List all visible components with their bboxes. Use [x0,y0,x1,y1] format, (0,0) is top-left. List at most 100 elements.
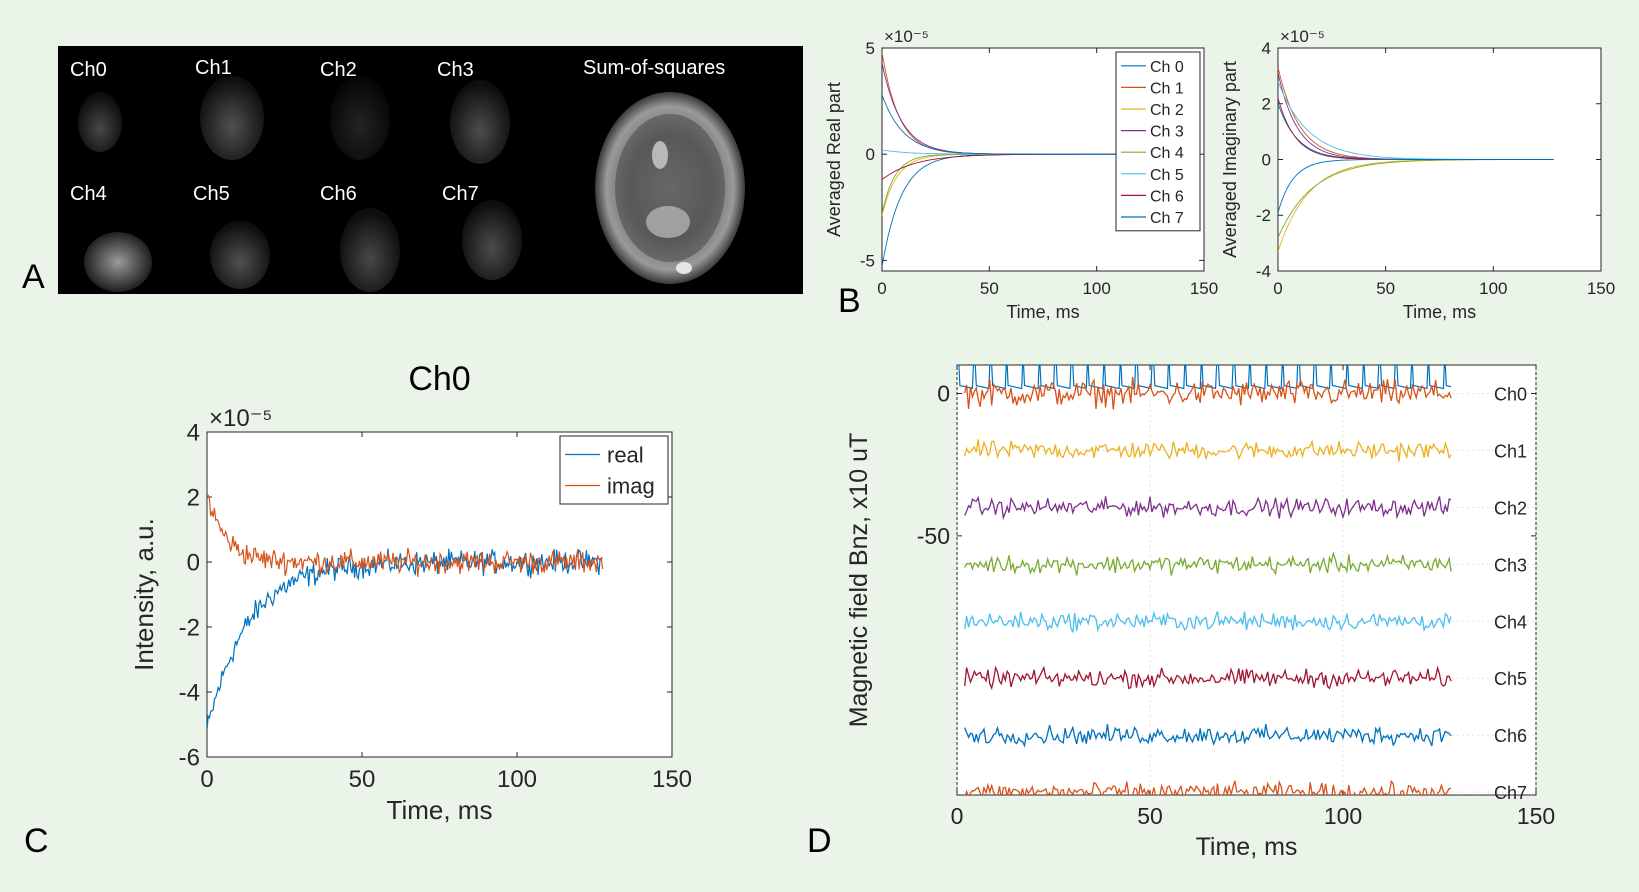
series-line-ch4 [964,610,1452,633]
legend-entry: Ch 0 [1150,59,1184,76]
series-label-ch6: Ch6 [1494,726,1527,746]
ch3-image [450,80,510,164]
legend-entry: Ch 4 [1150,145,1184,162]
legend-entry: Ch 3 [1150,124,1184,141]
series-line-ch5 [964,665,1452,691]
x-tick-label: 100 [497,766,537,793]
x-axis-label: Time, ms [1006,302,1079,322]
series-group [1278,67,1554,252]
panel-label-d: D [807,822,832,860]
exponent-label: ×10⁻⁵ [209,405,272,432]
sos-inner [615,114,725,262]
ch3-label: Ch3 [437,59,474,81]
x-tick-label: 100 [1082,279,1110,298]
legend: Ch 0 Ch 1 Ch 2 Ch 3 Ch 4 Ch 5 Ch 6 Ch 7 [1115,51,1201,232]
x-tick-label: 100 [1479,279,1507,298]
series-label-ch3: Ch3 [1494,555,1527,575]
legend-entry: Ch 7 [1150,210,1184,227]
x-tick-label: 150 [1190,279,1218,298]
ch4-image [84,232,152,292]
x-tick-label: 0 [1273,279,1282,298]
y-axis-label: Averaged Real part [824,82,844,237]
legend-entry: Ch 1 [1150,80,1184,97]
x-tick-label: 50 [1376,279,1395,298]
y-axis-label: Magnetic field Bnz, x10 uT [845,433,873,728]
exponent-label: ×10⁻⁵ [1280,27,1325,46]
y-tick-label: -50 [917,523,950,549]
panel-label-c: C [24,822,49,860]
ch6-image [340,208,400,292]
y-tick-label: -2 [1256,206,1271,225]
y-tick-label: -6 [179,744,200,771]
y-tick-label: -4 [179,679,200,706]
chart-d: 0 50 100 150 0 -50 Time, ms Magnetic field Bnz,… [845,364,1555,861]
ch1-label: Ch1 [195,57,232,79]
series-label-ch5: Ch5 [1494,669,1527,689]
x-tick-label: 150 [1587,279,1615,298]
y-tick-label: 0 [937,381,950,407]
chart-c: 0 50 100 150 -6 -4 -2 0 2 4 ×10⁻⁵ Ch0 Time, ms Intens… [129,360,692,825]
panel-label-a: A [22,258,45,296]
series-line-ch-7 [882,94,1157,155]
sos-ventricle [652,141,668,169]
x-tick-label: 150 [1517,803,1555,829]
y-tick-label: -2 [179,614,200,641]
x-tick-label: 0 [951,803,964,829]
y-tick-label: 4 [1262,39,1271,58]
y-axis-label: Averaged Imaginary part [1220,61,1240,258]
ch7-label: Ch7 [442,183,479,205]
legend-entry: real [607,443,644,468]
x-axis-label: Time, ms [1196,833,1298,861]
x-tick-label: 150 [652,766,692,793]
legend-entry: Ch 6 [1150,188,1184,205]
ch6-label: Ch6 [320,183,357,205]
series-label-ch1: Ch1 [1494,441,1527,461]
panel-label-b: B [838,282,861,320]
legend-box [1115,51,1201,232]
x-tick-label: 0 [877,279,886,298]
sos-center [646,206,690,238]
chart-b-imag: 0 50 100 150 -4 -2 0 2 4 ×10⁻⁵ Time, ms Averaged Im… [1220,27,1615,322]
series-group [207,494,604,730]
series-line-ch3 [964,550,1452,576]
series-label-ch7: Ch7 [1494,783,1527,803]
ch2-label: Ch2 [320,59,357,81]
y-tick-label: 0 [187,549,200,576]
series-group [957,365,1452,795]
x-tick-label: 0 [200,766,213,793]
y-tick-label: 4 [187,419,200,446]
plot-area [956,364,1537,796]
x-tick-label: 50 [1137,803,1163,829]
y-tick-label: 2 [187,484,200,511]
series-line-ch7 [964,779,1452,795]
y-tick-label: -4 [1256,262,1271,281]
ch1-image [200,76,264,160]
y-tick-label: 2 [1262,95,1271,114]
series-label-ch0: Ch0 [1494,384,1527,404]
ch4-label: Ch4 [70,183,107,205]
channel-images [78,76,522,292]
series-label-ch2: Ch2 [1494,498,1527,518]
x-axis-label: Time, ms [1403,302,1476,322]
series-line-imag [207,494,604,577]
ch0-image [78,92,122,152]
sos-spot [676,262,692,274]
y-tick-label: 5 [866,39,875,58]
y-tick-label: 0 [866,145,875,164]
channel-labels: Ch0 Ch1 Ch2 Ch3 Ch4 Ch5 Ch6 Ch7 Sum-of-s… [70,57,725,205]
y-tick-label: -5 [860,251,875,270]
x-axis-label: Time, ms [387,795,493,825]
x-tick-label: 50 [980,279,999,298]
legend-box [559,435,669,505]
ch7-image [462,200,522,280]
series-line-ch6 [964,723,1452,748]
series-line-ch-7 [1278,159,1554,213]
ch2-image [330,76,390,160]
x-tick-label: 50 [349,766,376,793]
y-tick-label: 0 [1262,150,1271,169]
chart-title: Ch0 [408,360,470,398]
ch5-label: Ch5 [193,183,230,205]
